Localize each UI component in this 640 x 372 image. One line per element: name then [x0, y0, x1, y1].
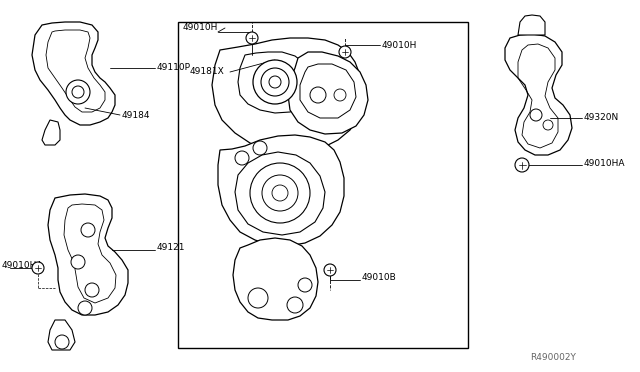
Polygon shape [518, 15, 545, 35]
Circle shape [235, 151, 249, 165]
Circle shape [272, 185, 288, 201]
Circle shape [81, 223, 95, 237]
Polygon shape [212, 38, 363, 153]
Circle shape [515, 158, 529, 172]
Circle shape [334, 89, 346, 101]
Circle shape [78, 301, 92, 315]
Circle shape [339, 46, 351, 58]
Text: 49010HA: 49010HA [2, 260, 44, 269]
Circle shape [261, 68, 289, 96]
Polygon shape [48, 320, 75, 350]
Polygon shape [505, 34, 572, 155]
Circle shape [72, 86, 84, 98]
Polygon shape [233, 238, 318, 320]
Text: 49010B: 49010B [362, 273, 397, 282]
Circle shape [543, 120, 553, 130]
Polygon shape [238, 52, 312, 113]
Circle shape [85, 283, 99, 297]
Text: 49110P: 49110P [157, 64, 191, 73]
Circle shape [55, 335, 69, 349]
Circle shape [287, 297, 303, 313]
Polygon shape [32, 22, 115, 125]
Text: 49181X: 49181X [190, 67, 225, 77]
Circle shape [32, 262, 44, 274]
Polygon shape [300, 64, 356, 118]
Circle shape [269, 76, 281, 88]
Text: 49010HA: 49010HA [584, 158, 625, 167]
Circle shape [253, 141, 267, 155]
Polygon shape [48, 194, 128, 315]
Circle shape [253, 60, 297, 104]
Text: 49184: 49184 [122, 110, 150, 119]
Circle shape [324, 264, 336, 276]
Text: 49010H: 49010H [382, 41, 417, 49]
Circle shape [66, 80, 90, 104]
Polygon shape [235, 152, 325, 235]
Circle shape [246, 32, 258, 44]
Text: 49010H: 49010H [183, 23, 218, 32]
Polygon shape [218, 135, 344, 246]
Bar [178, 22, 468, 348]
Circle shape [71, 255, 85, 269]
Circle shape [250, 163, 310, 223]
Polygon shape [42, 120, 60, 145]
Circle shape [298, 278, 312, 292]
Circle shape [262, 175, 298, 211]
Text: R490002Y: R490002Y [530, 353, 576, 362]
Text: 49320N: 49320N [584, 113, 620, 122]
Circle shape [530, 109, 542, 121]
Polygon shape [288, 52, 368, 134]
Circle shape [248, 288, 268, 308]
Circle shape [310, 87, 326, 103]
Text: 49121: 49121 [157, 244, 186, 253]
